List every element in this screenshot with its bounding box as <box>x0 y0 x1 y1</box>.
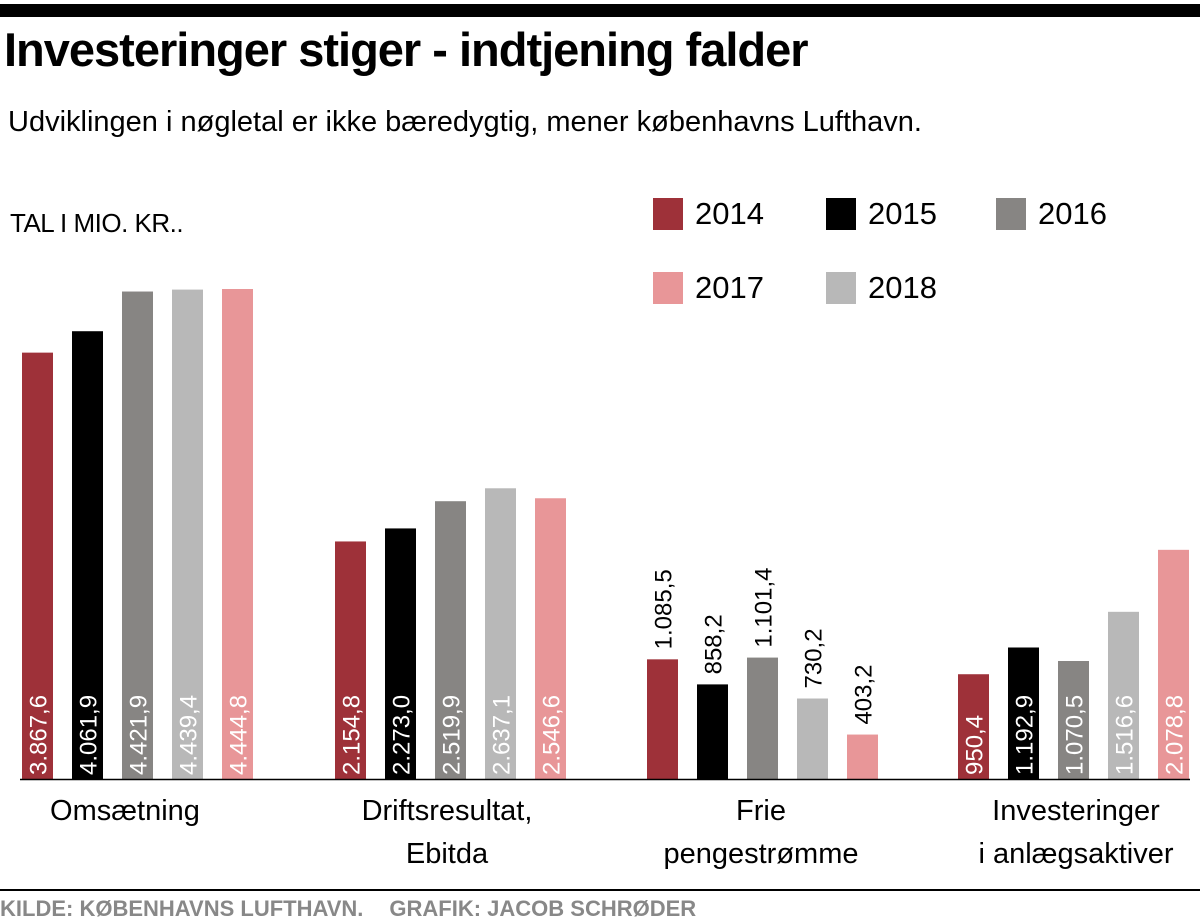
bar-2014-c0 <box>22 352 53 779</box>
bar-2015-c2 <box>697 684 728 779</box>
category-label-c3-l0: Investeringer <box>992 795 1160 827</box>
data-label-2016-c3: 1.070,5 <box>1062 695 1089 775</box>
bar-2015-c0 <box>72 331 103 779</box>
data-label-2017-c1: 2.546,6 <box>539 695 566 775</box>
bar-2016-c1 <box>435 501 466 779</box>
data-label-2014-c2: 1.085,5 <box>651 569 678 649</box>
data-label-2018-c2: 730,2 <box>801 628 828 688</box>
footer-rule <box>0 889 1200 891</box>
data-label-2016-c0: 4.421,9 <box>126 695 153 775</box>
legend-swatch-2015 <box>826 198 856 230</box>
top-rule <box>0 4 1200 17</box>
bar-2017-c3 <box>1158 549 1189 779</box>
bar-2014-c1 <box>335 541 366 779</box>
data-label-2018-c0: 4.439,4 <box>176 695 203 775</box>
data-label-2016-c1: 2.519,9 <box>439 695 466 775</box>
legend-item-2017: 2017 <box>653 268 764 308</box>
data-label-2018-c1: 2.637,1 <box>489 695 516 775</box>
data-label-2017-c3: 2.078,8 <box>1162 695 1189 775</box>
category-label-c1-l0: Driftsresultat, <box>362 795 533 827</box>
category-label-c2-l1: pengestrømme <box>663 838 858 870</box>
category-label-c1-l1: Ebitda <box>406 838 489 870</box>
bar-2018-c3 <box>1108 611 1139 779</box>
category-label-c3-l1: i anlægsaktiver <box>978 838 1173 870</box>
footer: KILDE: KØBENHAVNS LUFTHAVN. GRAFIK: JACOB… <box>0 896 696 922</box>
graphic-credit: GRAFIK: JACOB SCHRØDER <box>389 896 697 921</box>
legend-label-2015: 2015 <box>868 196 937 231</box>
legend-swatch-2017 <box>653 272 683 304</box>
bar-2014-c3 <box>958 674 989 779</box>
bar-2016-c0 <box>122 291 153 779</box>
bar-chart: 3.867,6 4.061,9 4.421,9 4.439,4 4.444,8 Omsæt… <box>20 289 1190 870</box>
data-label-2017-c0: 4.444,8 <box>226 695 253 775</box>
unit-label: TAL I MIO. KR.. <box>10 208 184 238</box>
data-label-2015-c3: 1.192,9 <box>1012 695 1039 775</box>
bar-2017-c0 <box>222 289 253 779</box>
chart-title: Investeringer stiger - indtjening falder <box>4 23 809 76</box>
legend-label-2017: 2017 <box>695 270 764 305</box>
data-label-2015-c2: 858,2 <box>701 614 728 674</box>
legend-label-2014: 2014 <box>695 196 764 231</box>
data-label-2018-c3: 1.516,6 <box>1112 695 1139 775</box>
category-label-c0-l0: Omsætning <box>50 795 200 827</box>
chart-subtitle: Udviklingen i nøgletal er ikke bæredygti… <box>8 106 922 138</box>
data-label-2015-c0: 4.061,9 <box>76 695 103 775</box>
bar-2018-c0 <box>172 289 203 779</box>
source-credit: KILDE: KØBENHAVNS LUFTHAVN. <box>0 896 364 921</box>
legend-item-2018: 2018 <box>826 268 937 308</box>
legend-item-2015: 2015 <box>826 194 937 234</box>
legend-item-2016: 2016 <box>996 194 1107 234</box>
data-label-2014-c0: 3.867,6 <box>26 695 53 775</box>
bar-2017-c1 <box>535 498 566 779</box>
legend-label-2016: 2016 <box>1038 196 1107 231</box>
data-label-2016-c2: 1.101,4 <box>751 568 778 648</box>
bar-2017-c2 <box>847 734 878 779</box>
legend-swatch-2018 <box>826 272 856 304</box>
legend-item-2014: 2014 <box>653 194 764 234</box>
legend-swatch-2014 <box>653 198 683 230</box>
bar-2018-c1 <box>485 488 516 779</box>
legend-swatch-2016 <box>996 198 1026 230</box>
data-label-2017-c2: 403,2 <box>851 664 878 724</box>
bar-2018-c2 <box>797 698 828 779</box>
bar-2014-c2 <box>647 659 678 779</box>
bar-2016-c2 <box>747 657 778 779</box>
data-label-2015-c1: 2.273,0 <box>389 695 416 775</box>
data-label-2014-c3: 950,4 <box>962 715 989 775</box>
category-label-c2-l0: Frie <box>736 795 786 827</box>
data-label-2014-c1: 2.154,8 <box>339 695 366 775</box>
bar-2015-c1 <box>385 528 416 779</box>
bar-2016-c3 <box>1058 660 1089 779</box>
bar-2015-c3 <box>1008 647 1039 779</box>
legend-label-2018: 2018 <box>868 270 937 305</box>
